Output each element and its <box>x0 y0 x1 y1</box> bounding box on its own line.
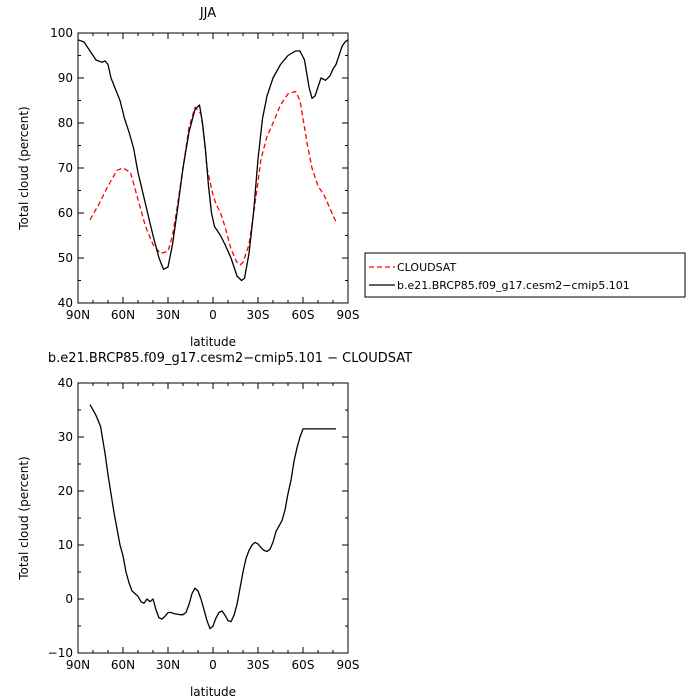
top-x-tick-label: 90S <box>337 308 360 322</box>
bottom-series-line-0 <box>89 404 336 630</box>
top-axis-ticks: 90N 60N 30N 0 30S 60S 90S 40 50 60 70 80 90 100 <box>50 26 359 322</box>
top-x-tick-label: 90N <box>66 308 90 322</box>
bottom-x-tick-label: 90N <box>66 658 90 672</box>
top-panel: JJA 90N 60N 30N 0 30S 60S 90S 40 50 60 70 80 90 100 l… <box>17 6 359 349</box>
top-series-line-1 <box>77 39 349 282</box>
bottom-series-lines <box>89 404 336 630</box>
legend-box <box>364 252 686 298</box>
top-x-axis-label: latitude <box>190 335 236 349</box>
bottom-y-tick-label: 0 <box>65 592 73 606</box>
top-y-tick-label: 70 <box>58 161 73 175</box>
bottom-axis-ticks: 90N 60N 30N 0 30S 60S 90S −10 0 10 20 30 40 <box>48 376 360 672</box>
top-x-tick-label: 60S <box>292 308 315 322</box>
top-y-tick-label: 90 <box>58 71 73 85</box>
bottom-x-tick-label: 30S <box>247 658 270 672</box>
bottom-y-tick-label: 30 <box>58 430 73 444</box>
legend-label-model: b.e21.BRCP85.f09_g17.cesm2−cmip5.101 <box>397 279 630 292</box>
top-x-tick-label: 60N <box>111 308 135 322</box>
legend: CLOUDSAT b.e21.BRCP85.f09_g17.cesm2−cmip… <box>364 252 686 298</box>
bottom-y-tick-label: 40 <box>58 376 73 390</box>
bottom-x-tick-label: 30N <box>156 658 180 672</box>
bottom-x-tick-label: 60N <box>111 658 135 672</box>
top-chart-title: JJA <box>199 6 216 21</box>
top-series-line-0 <box>89 90 337 266</box>
bottom-y-tick-label: −10 <box>48 646 73 660</box>
bottom-chart-title: b.e21.BRCP85.f09_g17.cesm2−cmip5.101 − C… <box>48 351 412 366</box>
bottom-y-tick-label: 10 <box>58 538 73 552</box>
top-y-tick-label: 100 <box>50 26 73 40</box>
top-y-axis-label: Total cloud (percent) <box>17 106 31 230</box>
top-y-tick-label: 80 <box>58 116 73 130</box>
top-series-lines <box>77 39 349 282</box>
top-y-tick-label: 60 <box>58 206 73 220</box>
bottom-x-axis-label: latitude <box>190 685 236 699</box>
bottom-x-tick-label: 90S <box>337 658 360 672</box>
top-plot-frame <box>77 32 349 304</box>
legend-label-cloudsat: CLOUDSAT <box>397 261 456 274</box>
bottom-panel: b.e21.BRCP85.f09_g17.cesm2−cmip5.101 − C… <box>17 351 412 699</box>
top-x-tick-label: 30N <box>156 308 180 322</box>
top-x-tick-label: 30S <box>247 308 270 322</box>
bottom-y-tick-label: 20 <box>58 484 73 498</box>
bottom-x-tick-label: 60S <box>292 658 315 672</box>
top-x-tick-label: 0 <box>209 308 217 322</box>
bottom-y-axis-label: Total cloud (percent) <box>17 456 31 580</box>
top-y-tick-label: 50 <box>58 251 73 265</box>
top-y-tick-label: 40 <box>58 296 73 310</box>
bottom-x-tick-label: 0 <box>209 658 217 672</box>
bottom-plot-frame <box>77 382 349 654</box>
